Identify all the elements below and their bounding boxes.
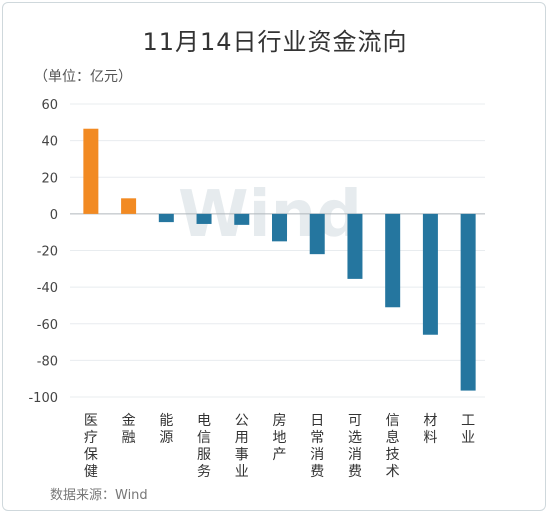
y-tick-label: -100 [28, 391, 58, 406]
category-label: 能源 [159, 413, 173, 446]
category-label: 材料 [423, 413, 437, 446]
unit-label: （单位：亿元） [34, 69, 132, 85]
category-label: 公用事业 [235, 413, 249, 480]
bars [83, 128, 476, 391]
y-tick-label: 20 [41, 171, 58, 186]
chart-frame [2, 2, 546, 511]
bar-11 [460, 213, 476, 391]
bar-7 [309, 213, 325, 255]
y-tick-label: -40 [37, 281, 58, 296]
category-label: 工业 [461, 413, 475, 446]
y-tick-label: 0 [50, 208, 58, 223]
bar-5 [234, 213, 250, 225]
bar-10 [422, 213, 438, 335]
bar-1 [83, 128, 99, 214]
category-label: 可选消费 [348, 413, 362, 480]
category-label: 金融 [122, 413, 136, 446]
category-label: 信息技术 [386, 413, 400, 480]
y-tick-label: 60 [41, 98, 58, 113]
bar-4 [196, 213, 212, 224]
bar-8 [347, 213, 363, 279]
bar-6 [272, 213, 287, 242]
y-axis: 60 40 20 0 -20 -40 -60 -80 -100 [28, 98, 485, 406]
y-tick-label: 40 [41, 135, 58, 150]
category-label: 日常消费 [310, 413, 324, 480]
category-label: 医疗保健 [84, 413, 98, 480]
grid-lines [70, 103, 485, 398]
y-tick-label: -60 [37, 318, 58, 333]
bar-3 [158, 213, 174, 223]
y-tick-label: -80 [37, 354, 58, 369]
y-tick-label: -20 [37, 245, 58, 260]
bar-2 [121, 198, 137, 214]
category-label: 房地产 [273, 413, 287, 463]
data-source: 数据来源：Wind [50, 488, 148, 503]
chart-title: 11月14日行业资金流向 [142, 28, 408, 56]
bar-9 [385, 213, 401, 308]
category-label: 电信服务 [197, 413, 211, 480]
